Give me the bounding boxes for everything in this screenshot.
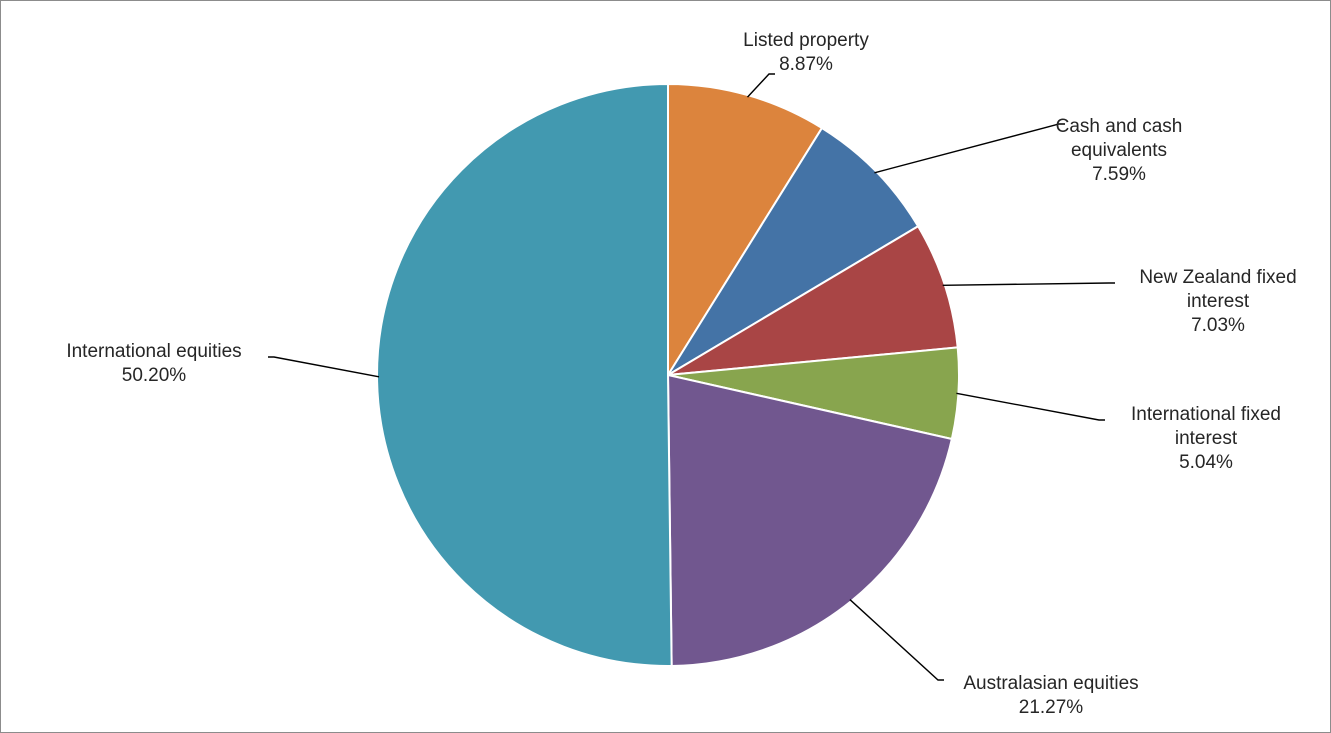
leader-lines [268,73,1115,681]
leader-line [746,73,775,98]
slice-category-label: Australasian equities [963,673,1138,694]
leader-line [849,599,944,681]
slice-labels: Listed property 8.87% Cash and cash equival… [66,30,1296,718]
leader-line [874,123,1065,174]
slice-category-label: interest [1175,428,1238,449]
leader-line [268,356,380,378]
slice-value-label: 21.27% [1019,697,1084,718]
slice-category-label: International equities [66,341,241,362]
slice-value-label: 5.04% [1179,452,1233,473]
slice-category-label: Listed property [743,30,869,51]
slice-category-label: New Zealand fixed [1139,267,1296,288]
slice-value-label: 7.03% [1191,315,1245,336]
pie-slice-cash-and-cash-equivalents [667,126,920,376]
pie-slice-international-equities [376,82,673,667]
pie-slices [376,82,960,667]
slice-category-label: equivalents [1071,140,1167,161]
pie-slice-listed-property [667,82,824,379]
leader-line [942,282,1115,286]
slice-value-label: 7.59% [1092,164,1146,185]
slice-category-label: International fixed [1131,404,1281,425]
slice-category-label: Cash and cash [1056,116,1183,137]
slice-value-label: 8.87% [779,54,833,75]
leader-line [956,392,1105,421]
slice-value-label: 50.20% [122,365,187,386]
slice-category-label: interest [1187,291,1250,312]
